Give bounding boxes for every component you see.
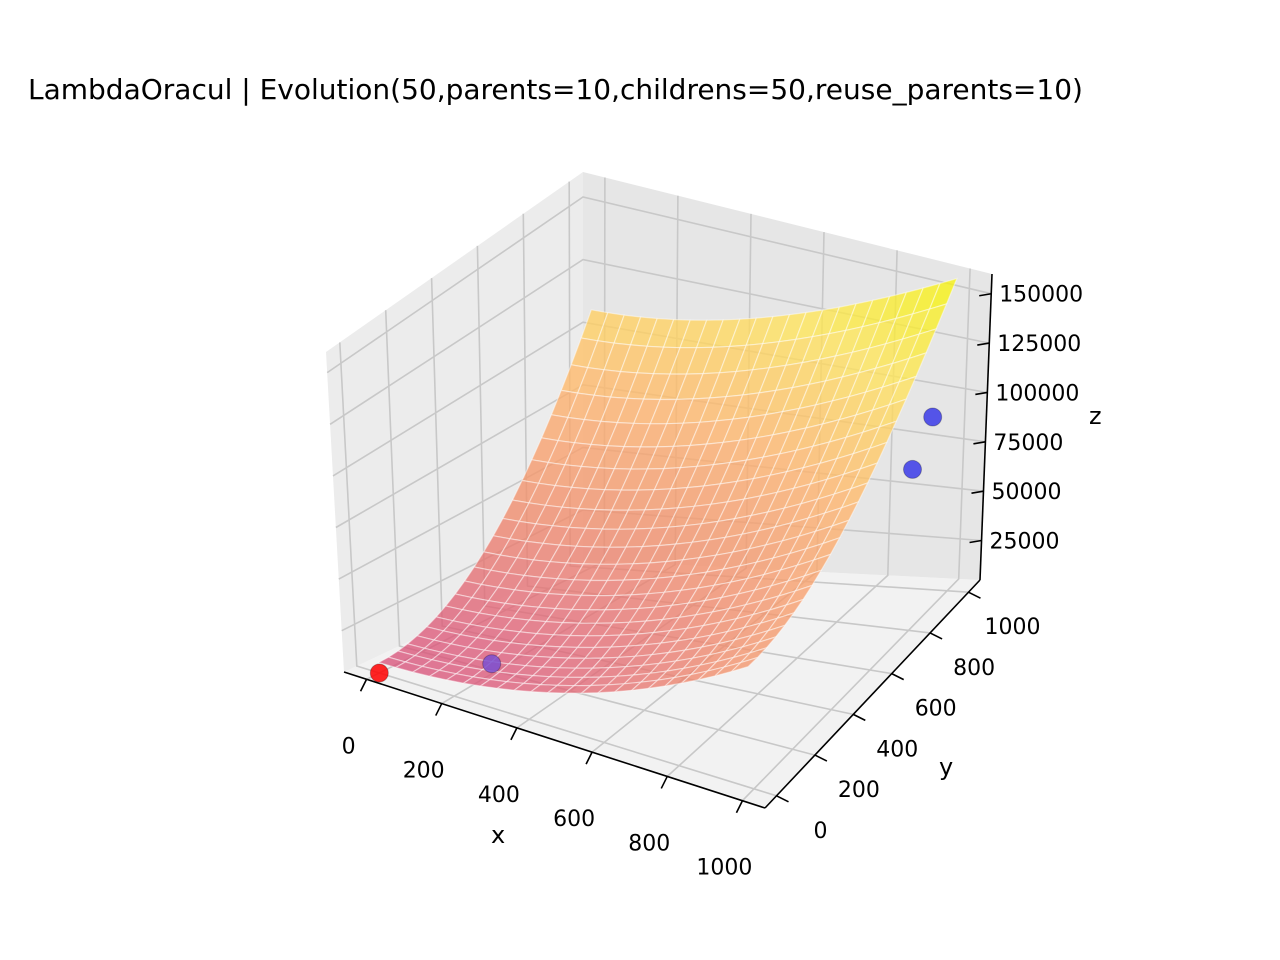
z-tick-1 (971, 490, 984, 494)
y-tick-label-2: 400 (876, 737, 918, 762)
surface-patch (794, 569, 823, 592)
z-tick-2 (973, 441, 986, 445)
z-tick-4 (977, 342, 990, 346)
surface-patch (918, 303, 948, 336)
x-axis-label: x (491, 821, 505, 849)
z-tick-label-5: 150000 (999, 283, 1083, 308)
z-axis-label: z (1089, 402, 1102, 430)
z-tick-label-2: 75000 (993, 431, 1063, 456)
x-tick-1 (435, 703, 443, 716)
x-tick-label-5: 1000 (696, 856, 752, 881)
y-tick-3 (891, 672, 905, 681)
y-grid-line-0 (339, 342, 777, 797)
z-tick-label-4: 125000 (997, 332, 1081, 357)
y-axis-line (764, 579, 981, 809)
y-tick-label-3: 600 (915, 697, 957, 722)
tick-labels: 0 200 400 600 800 1000 0 200 400 600 800 1000 25000 5… (342, 283, 1084, 881)
z-tick-label-3: 100000 (995, 382, 1079, 407)
x-tick-label-1: 200 (403, 759, 445, 784)
y-tick-label-4: 800 (953, 656, 995, 681)
x-tick-5 (735, 800, 744, 814)
z-tick-0 (969, 539, 982, 544)
x-tick-label-2: 400 (478, 783, 520, 808)
x-axis-line (343, 671, 766, 809)
scatter-point-3 (923, 407, 943, 427)
z-grid-line-5 (326, 196, 992, 374)
surface-patch (812, 536, 841, 562)
z-tick-5 (979, 292, 992, 297)
x-tick-0 (359, 678, 368, 692)
x-tick-3 (585, 751, 593, 765)
z-tick-label-0: 25000 (990, 530, 1060, 555)
y-axis-label: y (939, 753, 953, 781)
surface-patch (908, 327, 938, 360)
z-tick-label-1: 50000 (992, 480, 1062, 505)
x-grid-line-5 (741, 268, 971, 802)
x-tick-label-3: 600 (553, 807, 595, 832)
chart-title: LambdaOracul | Evolution(50,parents=10,c… (28, 73, 1083, 106)
y-grid-line-1 (384, 310, 816, 756)
y-tick-label-1: 200 (838, 778, 880, 803)
y-tick-0 (776, 795, 789, 803)
axes (343, 273, 993, 814)
surface-patch (784, 584, 814, 607)
scatter-point-0 (369, 663, 389, 683)
x-tick-4 (660, 776, 668, 789)
x-tick-label-0: 0 (342, 734, 356, 759)
surface-patch (849, 462, 879, 490)
y-tick-label-0: 0 (814, 819, 828, 844)
z-tick-3 (975, 391, 988, 396)
surface (377, 277, 958, 694)
y-tick-5 (968, 591, 981, 599)
x-tick-2 (510, 727, 518, 741)
y-tick-4 (929, 632, 943, 640)
surface-patch (840, 481, 869, 509)
y-tick-1 (814, 754, 828, 762)
x-tick-label-4: 800 (628, 831, 670, 856)
surface-patch (731, 657, 758, 673)
y-tick-2 (852, 713, 866, 722)
scatter-point-2 (903, 459, 922, 479)
scatter-point-1 (482, 654, 502, 674)
scatter-points (369, 407, 943, 683)
y-tick-label-5: 1000 (985, 615, 1041, 640)
z-axis-line (979, 273, 993, 581)
